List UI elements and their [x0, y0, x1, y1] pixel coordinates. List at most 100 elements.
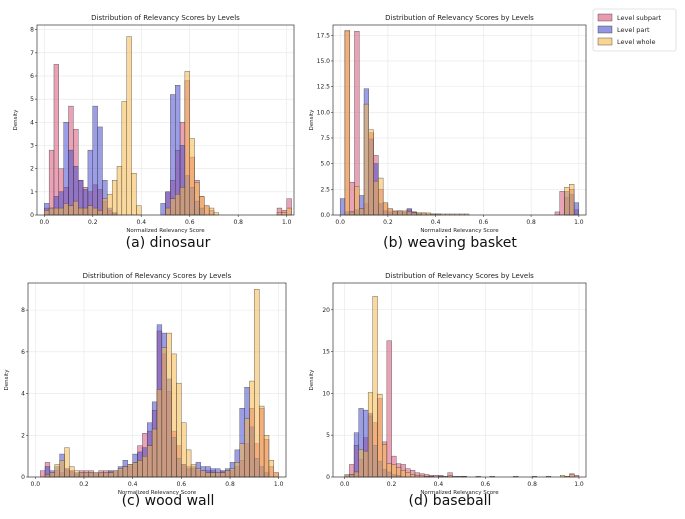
y-tick-label: 7.5	[320, 135, 330, 142]
panel-caption: (c) wood wall	[122, 493, 215, 509]
y-tick-label: 20	[322, 307, 330, 314]
histogram-bar	[204, 205, 210, 216]
histogram-bar	[87, 205, 93, 216]
histogram-bar	[53, 64, 59, 216]
y-tick-label: 4	[21, 391, 25, 398]
histogram-bar	[49, 472, 55, 478]
histogram-bar	[268, 460, 275, 478]
y-tick-label: 15	[322, 349, 330, 356]
y-tick-label: 1	[30, 189, 34, 196]
x-tick-label: 0.6	[479, 219, 489, 226]
histogram-bar	[88, 472, 94, 478]
y-tick-label: 8	[30, 27, 34, 34]
histogram-bar	[263, 435, 270, 478]
x-tick-label: 0.8	[527, 481, 537, 488]
x-tick-label: 0.6	[177, 481, 187, 488]
histogram-bar	[116, 166, 123, 216]
legend-swatch	[597, 37, 613, 46]
histogram-bar	[210, 472, 216, 478]
y-axis-label: Density	[309, 109, 315, 131]
x-axis-label: Normalized Relevancy Score	[118, 490, 197, 496]
histogram-bar	[53, 207, 59, 216]
histogram-bar	[171, 353, 177, 478]
histogram-bar	[386, 340, 392, 478]
legend-label: Level whole	[617, 38, 655, 46]
y-tick-label: 0.0	[320, 212, 330, 219]
histogram-bar	[68, 205, 74, 216]
histogram-bar	[93, 472, 99, 478]
histogram-bar	[363, 103, 369, 216]
histogram-bar	[569, 474, 575, 478]
y-tick-label: 7	[30, 50, 34, 57]
histogram-bar	[382, 202, 389, 216]
histogram-bar	[63, 203, 69, 216]
y-axis-label: Density	[4, 369, 10, 391]
histogram-bar	[111, 180, 118, 216]
x-tick-label: 0.0	[340, 481, 350, 488]
histogram-bar	[58, 207, 64, 216]
histogram-bar	[39, 470, 46, 478]
panel-caption: (b) weaving basket	[383, 235, 517, 251]
histogram-bar	[358, 449, 364, 478]
chart-title: Distribution of Relevancy Scores by Leve…	[385, 14, 534, 22]
histogram-bar	[103, 472, 109, 478]
histogram-bar	[142, 455, 148, 478]
y-tick-label: 15.0	[317, 58, 331, 65]
plot-frame	[332, 282, 587, 478]
histogram-bar	[137, 460, 143, 478]
histogram-bar	[220, 472, 226, 478]
histogram-bar	[127, 464, 133, 478]
panel-caption: (d) baseball	[409, 493, 492, 509]
y-axis-label: Density	[13, 109, 19, 131]
histogram-bar	[170, 198, 176, 216]
histogram-bar	[184, 71, 190, 216]
histogram-bar	[573, 202, 580, 216]
panel-caption: (a) dinosaur	[126, 235, 211, 251]
histogram-bar	[121, 101, 127, 216]
x-tick-label: 0.2	[88, 219, 98, 226]
histogram-bar	[126, 36, 132, 216]
histogram-bar	[410, 474, 416, 478]
x-tick-label: 0.0	[335, 219, 345, 226]
x-tick-label: 0.6	[480, 481, 490, 488]
histogram-bar	[199, 196, 205, 216]
y-tick-label: 5	[326, 432, 330, 439]
histogram-bar	[59, 460, 65, 478]
y-tick-label: 2	[21, 432, 25, 439]
x-axis-label: Normalized Relevancy Score	[126, 228, 205, 234]
histogram-bar	[175, 193, 181, 216]
x-tick-label: 0.8	[233, 219, 243, 226]
histogram-bar	[73, 200, 79, 216]
histogram-bar	[254, 289, 260, 478]
x-tick-label: 0.4	[434, 481, 444, 488]
histogram-bar	[224, 470, 231, 478]
histogram-bar	[382, 444, 388, 478]
histogram-bar	[239, 443, 245, 478]
histogram-bar	[92, 105, 98, 216]
histogram-bar	[354, 186, 360, 216]
series-level-whole	[44, 289, 279, 478]
histogram-bar	[161, 347, 167, 478]
histogram-bar	[377, 394, 383, 478]
chart-title: Distribution of Relevancy Scores by Leve…	[83, 272, 232, 280]
histogram-bar	[244, 418, 250, 478]
histogram-bar	[64, 447, 70, 478]
y-tick-label: 4	[30, 119, 34, 126]
histogram-bar	[132, 462, 138, 478]
histogram-bar	[165, 207, 171, 216]
histogram-bar	[83, 472, 90, 478]
x-tick-label: 1.0	[574, 219, 584, 226]
histogram-bar	[205, 472, 211, 478]
legend: Level subpart Level part Level whole	[592, 8, 677, 52]
y-tick-label: 3	[30, 142, 34, 149]
histogram-bar	[68, 149, 74, 216]
legend-swatch	[597, 25, 613, 34]
histogram-bar	[170, 94, 176, 216]
y-tick-label: 10.0	[317, 109, 331, 116]
x-axis-label: Normalized Relevancy Score	[420, 228, 499, 234]
x-tick-label: 0.4	[431, 219, 441, 226]
y-tick-label: 6	[21, 349, 25, 356]
histogram-bar	[559, 191, 565, 216]
histogram-bar	[397, 210, 403, 216]
plot-frame	[332, 24, 587, 216]
